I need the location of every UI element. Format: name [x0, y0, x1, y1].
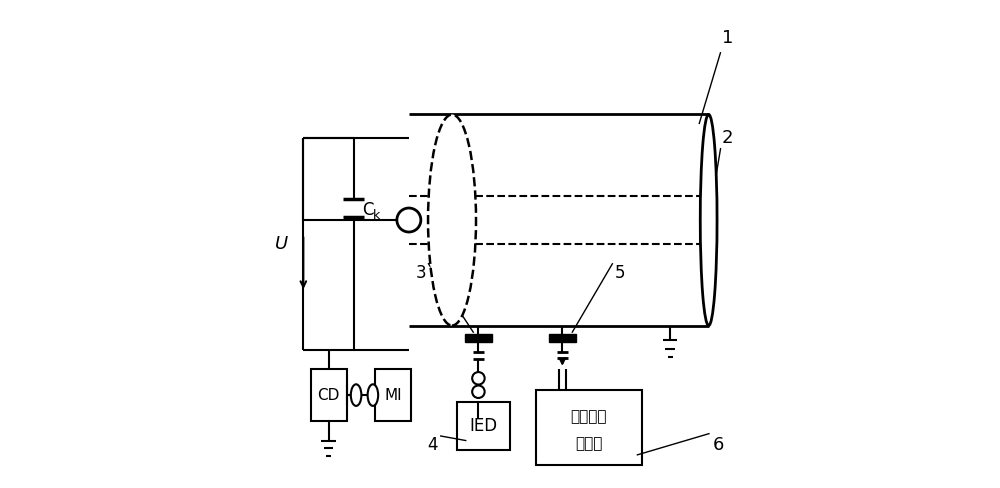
Bar: [375, 369, 411, 422]
Text: 4: 4: [428, 436, 438, 454]
Bar: [549, 334, 576, 342]
Circle shape: [472, 372, 485, 385]
Text: 发生器: 发生器: [575, 436, 602, 451]
Text: k: k: [373, 209, 380, 222]
Bar: [536, 390, 642, 465]
Ellipse shape: [428, 115, 476, 325]
Text: 2: 2: [722, 129, 734, 147]
Text: 5: 5: [615, 264, 625, 282]
Bar: [465, 334, 492, 342]
Text: MI: MI: [384, 387, 402, 403]
Bar: [457, 402, 510, 450]
Text: C: C: [362, 202, 374, 220]
Text: 局放信号: 局放信号: [570, 409, 607, 424]
Text: 3: 3: [416, 264, 426, 282]
Text: IED: IED: [469, 417, 497, 435]
Ellipse shape: [351, 385, 361, 406]
Circle shape: [472, 386, 485, 398]
Bar: [311, 369, 347, 422]
Text: 1: 1: [722, 29, 734, 47]
Ellipse shape: [368, 385, 378, 406]
Ellipse shape: [700, 115, 717, 325]
Text: U: U: [275, 235, 288, 253]
Circle shape: [397, 208, 421, 232]
Text: CD: CD: [317, 387, 340, 403]
Text: 6: 6: [713, 436, 724, 454]
